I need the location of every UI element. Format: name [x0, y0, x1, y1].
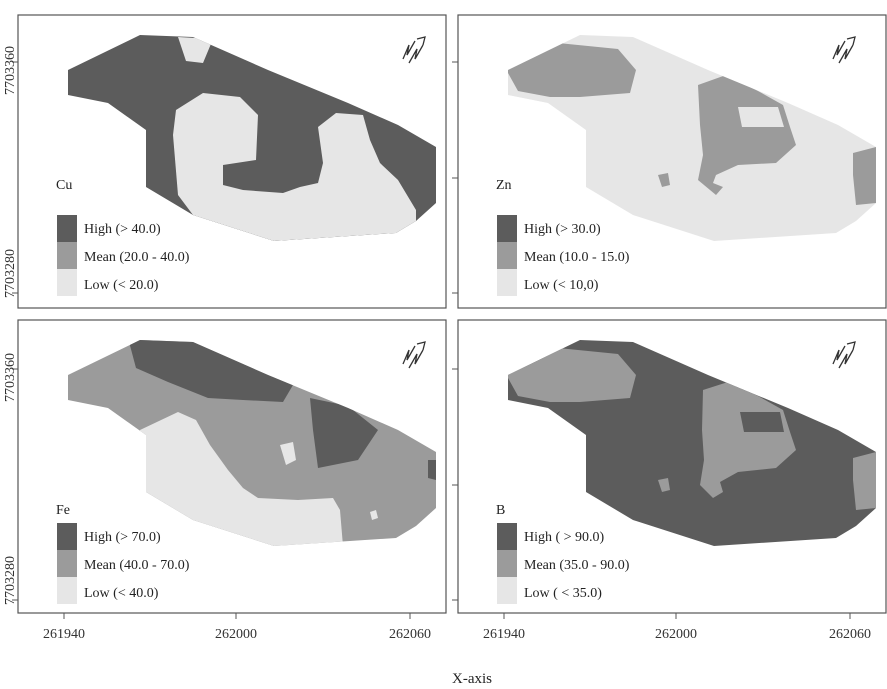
legend-swatch-high	[497, 523, 517, 550]
north-arrow-icon	[402, 36, 426, 64]
legend: High (> 70.0) Mean (40.0 - 70.0) Low (< …	[57, 523, 190, 604]
legend-label-mean: Mean (20.0 - 40.0)	[84, 250, 190, 265]
legend-swatch-mean	[57, 550, 77, 577]
legend-label-high: High (> 30.0)	[524, 222, 601, 237]
legend-swatch-mean	[497, 242, 517, 269]
y-tick-label-lower: 7703280	[3, 249, 18, 298]
variable-label: Zn	[496, 178, 512, 193]
north-arrow-icon	[832, 341, 856, 369]
legend: High ( > 90.0) Mean (35.0 - 90.0) Low ( …	[497, 523, 630, 604]
zone-mean	[508, 348, 876, 510]
x-axis-ticks	[63, 613, 851, 619]
x-tick-label: 261940	[483, 627, 525, 642]
legend-swatch-high	[57, 215, 77, 242]
y-tick-label-upper: 7703360	[3, 46, 18, 95]
legend-swatch-low	[57, 577, 77, 604]
zone-high-inner	[740, 412, 784, 432]
north-arrow-icon	[832, 36, 856, 64]
zone-low	[140, 412, 378, 546]
zone-low-inner	[738, 107, 784, 127]
x-tick-label: 262060	[829, 627, 871, 642]
y-tick-label-lower: 7703280	[3, 556, 18, 605]
zone-mean	[508, 43, 876, 205]
legend-label-mean: Mean (40.0 - 70.0)	[84, 558, 190, 573]
legend-swatch-low	[497, 269, 517, 296]
map-panel-b: B High ( > 90.0) Mean (35.0 - 90.0) Low …	[457, 319, 887, 614]
variable-label: Cu	[56, 178, 72, 193]
zone-high	[128, 340, 436, 480]
map-panel-fe: Fe High (> 70.0) Mean (40.0 - 70.0) Low …	[17, 319, 447, 614]
legend: High (> 30.0) Mean (10.0 - 15.0) Low (< …	[497, 215, 630, 296]
y-axis-ticks	[12, 61, 458, 601]
map-panel-cu: Cu High (> 40.0) Mean (20.0 - 40.0) Low …	[17, 14, 447, 309]
legend-label-high: High (> 70.0)	[84, 530, 161, 545]
legend-swatch-mean	[497, 550, 517, 577]
legend-label-high: High (> 40.0)	[84, 222, 161, 237]
legend-swatch-high	[57, 523, 77, 550]
legend-label-low: Low (< 40.0)	[84, 586, 159, 601]
legend-label-low: Low ( < 35.0)	[524, 586, 602, 601]
x-tick-label: 261940	[43, 627, 85, 642]
map-panel-zn: Zn High (> 30.0) Mean (10.0 - 15.0) Low …	[457, 14, 887, 309]
north-arrow-icon	[402, 341, 426, 369]
legend-label-high: High ( > 90.0)	[524, 530, 605, 545]
y-tick-label-upper: 7703360	[3, 353, 18, 402]
legend-swatch-mean	[57, 242, 77, 269]
legend: High (> 40.0) Mean (20.0 - 40.0) Low (< …	[57, 215, 190, 296]
legend-label-mean: Mean (35.0 - 90.0)	[524, 558, 630, 573]
variable-label: B	[496, 503, 505, 518]
zone-low	[173, 37, 416, 241]
legend-swatch-low	[497, 577, 517, 604]
legend-label-low: Low (< 10,0)	[524, 278, 599, 293]
legend-label-mean: Mean (10.0 - 15.0)	[524, 250, 630, 265]
x-tick-label: 262060	[389, 627, 431, 642]
legend-swatch-high	[497, 215, 517, 242]
legend-swatch-low	[57, 269, 77, 296]
x-tick-label: 262000	[215, 627, 257, 642]
legend-label-low: Low (< 20.0)	[84, 278, 159, 293]
x-tick-label: 262000	[655, 627, 697, 642]
variable-label: Fe	[56, 503, 70, 518]
x-axis-title: X-axis	[452, 671, 492, 687]
